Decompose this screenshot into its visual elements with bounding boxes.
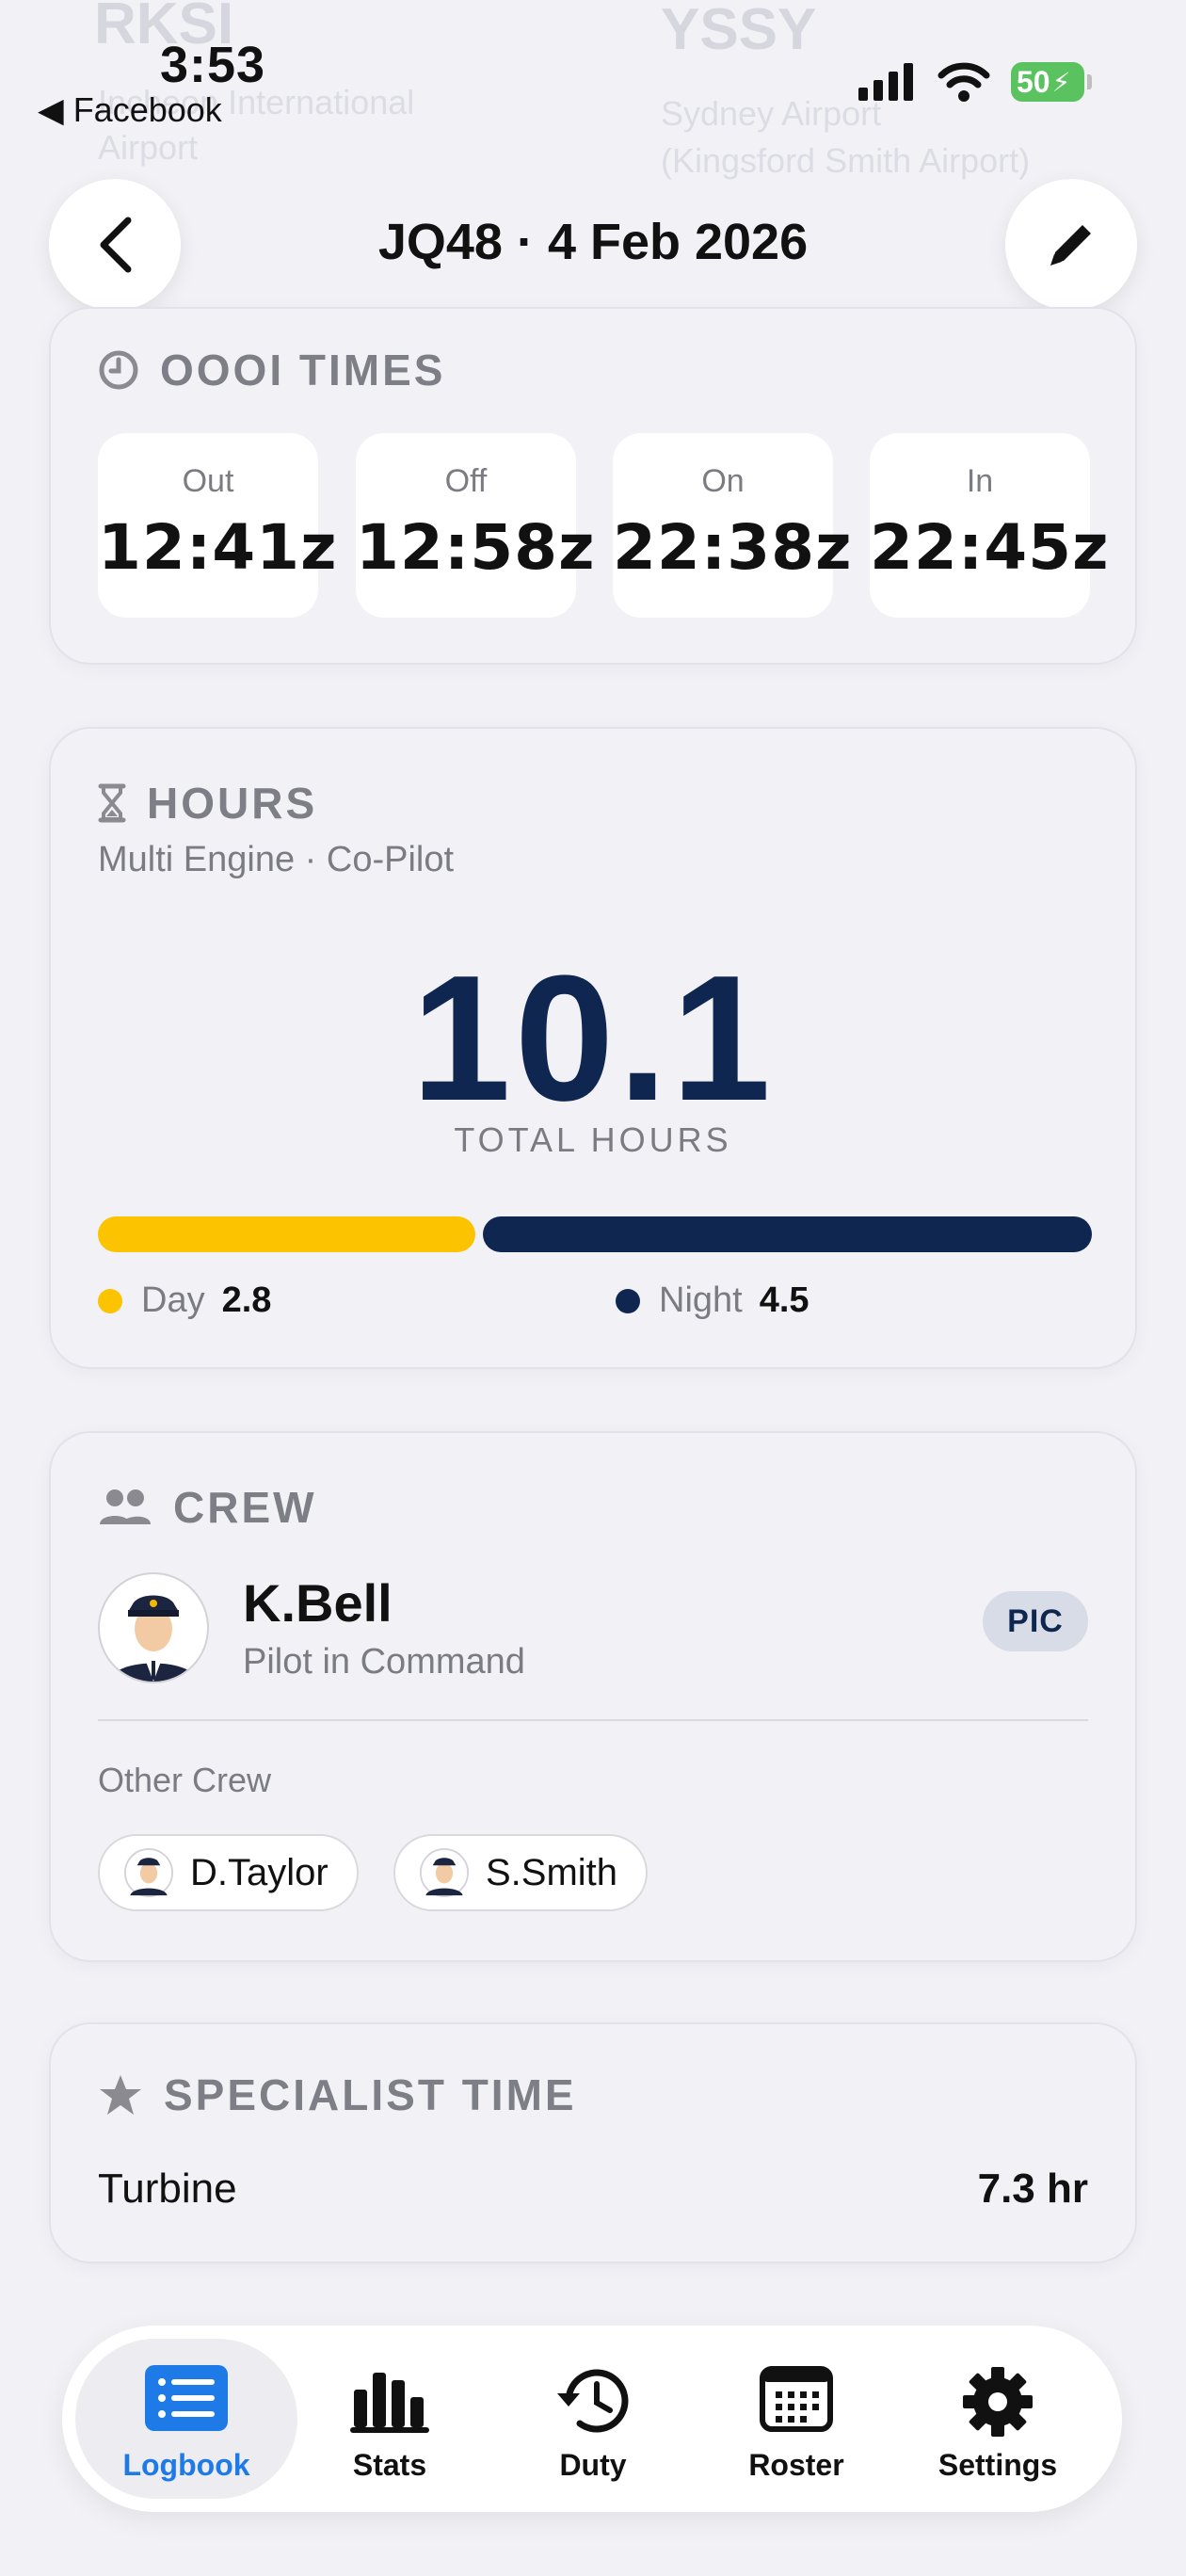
edit-button[interactable] <box>1005 179 1137 311</box>
list-icon <box>145 2365 228 2431</box>
tab-label: Logbook <box>122 2448 250 2482</box>
specialist-title: SPECIALIST TIME <box>98 2069 577 2120</box>
status-time: 3:53 <box>160 37 266 93</box>
star-icon <box>100 2075 141 2115</box>
oooi-title: OOOI TIMES <box>98 345 445 395</box>
crew-card: CREW K.Bell Pilot in Command PIC Other C… <box>49 1431 1137 1962</box>
night-label: Night <box>659 1280 743 1320</box>
pilot-avatar-icon <box>420 1848 469 1897</box>
time-label: Out <box>182 463 234 499</box>
night-legend: Night 4.5 <box>616 1280 809 1321</box>
time-value: 12:41z <box>98 511 338 584</box>
night-dot <box>616 1288 640 1313</box>
tab-duty[interactable]: Duty <box>499 2326 687 2512</box>
tab-bar: Logbook Stats Duty Roster <box>62 2326 1122 2512</box>
day-legend: Day 2.8 <box>98 1280 271 1321</box>
crew-chip-name: D.Taylor <box>190 1851 329 1893</box>
tab-label: Settings <box>938 2448 1058 2482</box>
other-crew-label: Other Crew <box>98 1761 272 1799</box>
day-hours-bar <box>98 1216 475 1252</box>
page-title: JQ48 · 4 Feb 2026 <box>377 214 809 270</box>
pic-name: K.Bell <box>243 1573 393 1633</box>
crew-chip-d-taylor[interactable]: D.Taylor <box>98 1834 359 1911</box>
crew-chip-name: S.Smith <box>486 1851 618 1893</box>
time-on-box: On 22:38z <box>613 433 853 618</box>
origin-name-line1: Incheon International <box>98 83 415 121</box>
cellular-signal-icon <box>858 63 913 101</box>
history-clock-icon <box>557 2369 629 2433</box>
hours-title-text: HOURS <box>147 779 318 828</box>
hours-card: HOURS Multi Engine · Co-Pilot 10.1 TOTAL… <box>49 727 1137 1369</box>
back-to-app-link[interactable]: ◀ Facebook <box>38 90 222 129</box>
tab-stats[interactable]: Stats <box>296 2326 484 2512</box>
time-out-box: Out 12:41z <box>98 433 338 618</box>
status-icons: 50 ⚡ <box>858 62 1092 102</box>
hours-subtitle: Multi Engine · Co-Pilot <box>98 840 455 879</box>
origin-code: RKSI <box>94 0 234 56</box>
day-dot <box>98 1288 122 1313</box>
time-value: 22:38z <box>613 511 853 584</box>
tab-logbook[interactable]: Logbook <box>92 2326 280 2512</box>
pic-avatar <box>98 1572 209 1683</box>
day-value: 2.8 <box>221 1280 272 1320</box>
destination-name-line2: (Kingsford Smith Airport) <box>661 141 1031 180</box>
pic-badge: PIC <box>983 1591 1088 1651</box>
gear-icon <box>963 2367 1033 2437</box>
tab-label: Duty <box>559 2448 627 2482</box>
oooi-times-card: OOOI TIMES Out 12:41z Off 12:58z On 22:3… <box>49 307 1137 665</box>
time-in-box: In 22:45z <box>870 433 1110 618</box>
origin-name-line2: Airport <box>98 128 199 167</box>
oooi-title-text: OOOI TIMES <box>160 346 446 394</box>
back-button[interactable] <box>49 179 181 311</box>
time-value: 22:45z <box>870 511 1110 584</box>
crew-chip-s-smith[interactable]: S.Smith <box>393 1834 649 1911</box>
clock-icon <box>99 350 138 390</box>
pic-role: Pilot in Command <box>243 1642 525 1682</box>
hours-title: HOURS <box>98 778 317 829</box>
specialist-time-card: SPECIALIST TIME Turbine 7.3 hr <box>49 2022 1137 2263</box>
bar-chart-icon <box>350 2373 429 2433</box>
battery-icon: 50 ⚡ <box>1011 62 1092 102</box>
battery-level: 50 <box>1017 64 1050 99</box>
specialist-row-label: Turbine <box>98 2165 237 2212</box>
night-value: 4.5 <box>759 1280 809 1320</box>
tab-roster[interactable]: Roster <box>702 2326 890 2512</box>
wifi-icon <box>938 62 990 102</box>
total-hours-value: 10.1 <box>411 939 775 1138</box>
time-off-box: Off 12:58z <box>356 433 596 618</box>
crew-title: CREW <box>98 1482 317 1533</box>
tab-settings[interactable]: Settings <box>904 2326 1092 2512</box>
destination-name-line1: Sydney Airport <box>661 94 882 133</box>
specialist-title-text: SPECIALIST TIME <box>164 2070 577 2119</box>
pilot-avatar-icon <box>124 1848 173 1897</box>
calendar-icon <box>760 2366 833 2432</box>
specialist-row-value: 7.3 hr <box>977 2165 1088 2212</box>
time-label: In <box>966 463 994 499</box>
time-label: On <box>701 463 745 499</box>
chevron-left-icon <box>100 217 132 273</box>
time-label: Off <box>444 463 488 499</box>
time-value: 12:58z <box>356 511 596 584</box>
destination-code: YSSY <box>661 0 817 62</box>
people-icon <box>100 1489 151 1524</box>
tab-label: Roster <box>748 2448 844 2482</box>
hourglass-icon <box>98 783 126 823</box>
crew-title-text: CREW <box>173 1483 317 1532</box>
tab-label: Stats <box>352 2448 427 2482</box>
day-label: Day <box>141 1280 205 1320</box>
pencil-icon <box>1050 225 1091 266</box>
night-hours-bar <box>483 1216 1092 1252</box>
crew-divider <box>98 1719 1088 1721</box>
total-hours-caption: TOTAL HOURS <box>454 1120 732 1159</box>
